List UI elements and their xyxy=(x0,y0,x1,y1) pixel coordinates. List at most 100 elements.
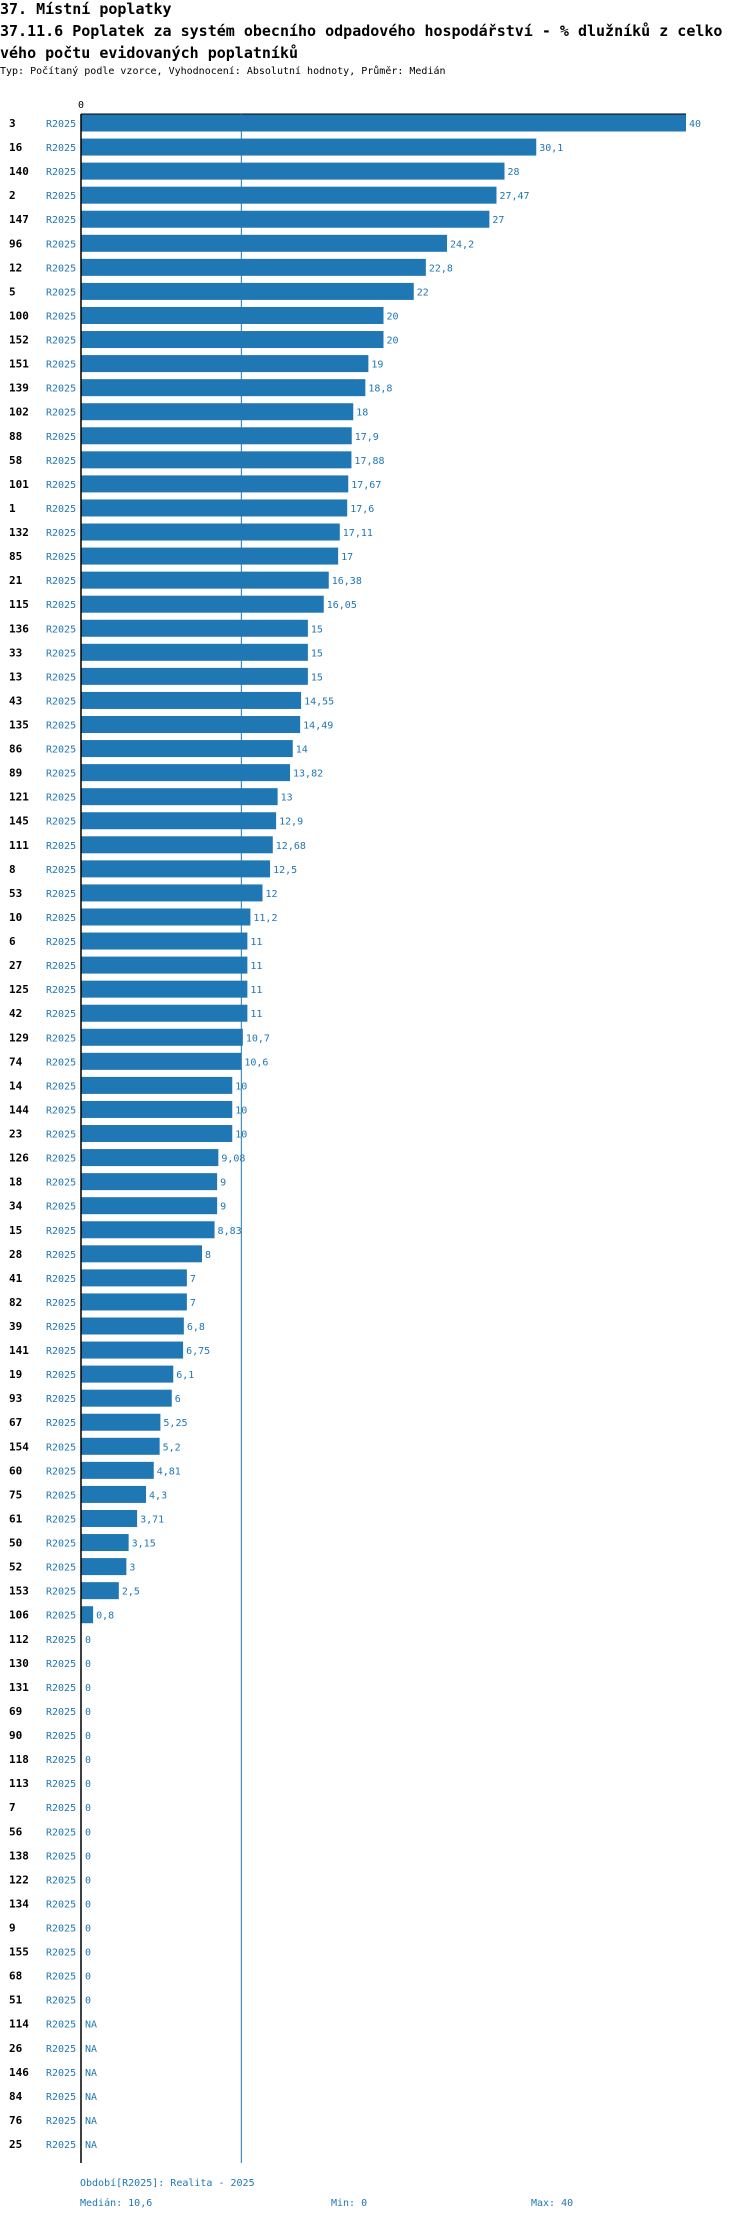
row-period-label: R2025 xyxy=(46,2092,76,2103)
row-id-label: 122 xyxy=(9,1873,29,1886)
bar-value-label: 11 xyxy=(250,961,262,972)
row-period-label: R2025 xyxy=(46,1563,76,1574)
row-id-label: 10 xyxy=(9,911,22,924)
row-period-label: R2025 xyxy=(46,1226,76,1237)
row-period-label: R2025 xyxy=(46,2140,76,2151)
bar-value-label: 24,2 xyxy=(450,239,474,250)
row-period-label: R2025 xyxy=(46,287,76,298)
bar-value-label: 12,5 xyxy=(273,865,297,876)
bar-value-label: 3,15 xyxy=(132,1539,156,1550)
row-id-label: 85 xyxy=(9,550,22,563)
row-id-label: 114 xyxy=(9,2018,29,2031)
row-id-label: 153 xyxy=(9,1585,29,1598)
bar-value-label: 7 xyxy=(190,1274,196,1285)
row-period-label: R2025 xyxy=(46,1081,76,1092)
row-id-label: 146 xyxy=(9,2066,29,2079)
row-id-label: 154 xyxy=(9,1440,29,1453)
bar-value-label: 10,7 xyxy=(246,1033,270,1044)
bar xyxy=(81,1100,233,1118)
row-period-label: R2025 xyxy=(46,648,76,659)
bar-value-label: 0 xyxy=(85,1851,91,1862)
bar-value-label: NA xyxy=(85,2068,97,2079)
row-id-label: 21 xyxy=(9,574,23,587)
row-period-label: R2025 xyxy=(46,528,76,539)
bar xyxy=(81,523,340,541)
row-period-label: R2025 xyxy=(46,841,76,852)
bar-value-label: 0 xyxy=(85,1899,91,1910)
row-id-label: 51 xyxy=(9,1994,23,2007)
bar xyxy=(81,1197,218,1215)
footer-max: Max: 40 xyxy=(531,2198,574,2209)
bar-value-label: 15 xyxy=(311,624,323,635)
row-period-label: R2025 xyxy=(46,1178,76,1189)
bar xyxy=(81,1365,174,1383)
row-id-label: 145 xyxy=(9,815,29,828)
row-period-label: R2025 xyxy=(46,336,76,347)
bar xyxy=(81,1004,248,1022)
row-id-label: 129 xyxy=(9,1031,29,1044)
row-id-label: 100 xyxy=(9,309,29,322)
row-id-label: 7 xyxy=(9,1801,16,1814)
section-title: 37. Místní poplatky xyxy=(0,0,172,18)
row-id-label: 75 xyxy=(9,1488,22,1501)
row-period-label: R2025 xyxy=(46,1972,76,1983)
bar xyxy=(81,306,384,324)
row-period-label: R2025 xyxy=(46,1154,76,1165)
row-period-label: R2025 xyxy=(46,745,76,756)
row-period-label: R2025 xyxy=(46,384,76,395)
row-id-label: 144 xyxy=(9,1103,29,1116)
bar xyxy=(81,1582,119,1600)
bar xyxy=(81,643,308,661)
row-period-label: R2025 xyxy=(46,1033,76,1044)
bar xyxy=(81,1245,202,1263)
row-period-label: R2025 xyxy=(46,817,76,828)
bar-value-label: 18 xyxy=(356,408,368,419)
row-period-label: R2025 xyxy=(46,2044,76,2055)
bar-value-label: 13,82 xyxy=(293,769,323,780)
bar-value-label: 11 xyxy=(250,937,262,948)
bar-value-label: 17,11 xyxy=(343,528,373,539)
bar xyxy=(81,956,248,974)
bar-value-label: 6,1 xyxy=(176,1370,194,1381)
bar xyxy=(81,1317,184,1335)
bar xyxy=(81,691,302,709)
bar xyxy=(81,1509,138,1527)
row-period-label: R2025 xyxy=(46,1827,76,1838)
row-period-label: R2025 xyxy=(46,576,76,587)
row-id-label: 74 xyxy=(9,1055,23,1068)
bar-value-label: 0 xyxy=(85,1827,91,1838)
bar xyxy=(81,812,277,830)
bar xyxy=(81,403,354,421)
row-id-label: 125 xyxy=(9,983,29,996)
bar xyxy=(81,595,324,613)
row-id-label: 3 xyxy=(9,117,16,130)
row-period-label: R2025 xyxy=(46,480,76,491)
row-id-label: 16 xyxy=(9,141,23,154)
row-period-label: R2025 xyxy=(46,1490,76,1501)
row-period-label: R2025 xyxy=(46,432,76,443)
row-period-label: R2025 xyxy=(46,1394,76,1405)
bar-value-label: 18,8 xyxy=(368,384,392,395)
row-id-label: 130 xyxy=(9,1657,29,1670)
row-period-label: R2025 xyxy=(46,263,76,274)
row-period-label: R2025 xyxy=(46,1322,76,1333)
row-period-label: R2025 xyxy=(46,1418,76,1429)
bar xyxy=(81,282,414,300)
row-period-label: R2025 xyxy=(46,1514,76,1525)
bar xyxy=(81,1389,172,1407)
bar-value-label: 0 xyxy=(85,1683,91,1694)
row-period-label: R2025 xyxy=(46,504,76,515)
x-axis-tick-label: 0 xyxy=(78,100,84,111)
row-id-label: 27 xyxy=(9,959,22,972)
bar xyxy=(81,1125,233,1143)
row-period-label: R2025 xyxy=(46,1587,76,1598)
bar-value-label: 8,83 xyxy=(218,1226,242,1237)
bar xyxy=(81,114,686,132)
row-id-label: 33 xyxy=(9,646,22,659)
row-id-label: 6 xyxy=(9,935,16,948)
bar-value-label: 28 xyxy=(508,167,520,178)
row-id-label: 61 xyxy=(9,1512,23,1525)
bar xyxy=(81,1076,233,1094)
bar-value-label: 7 xyxy=(190,1298,196,1309)
